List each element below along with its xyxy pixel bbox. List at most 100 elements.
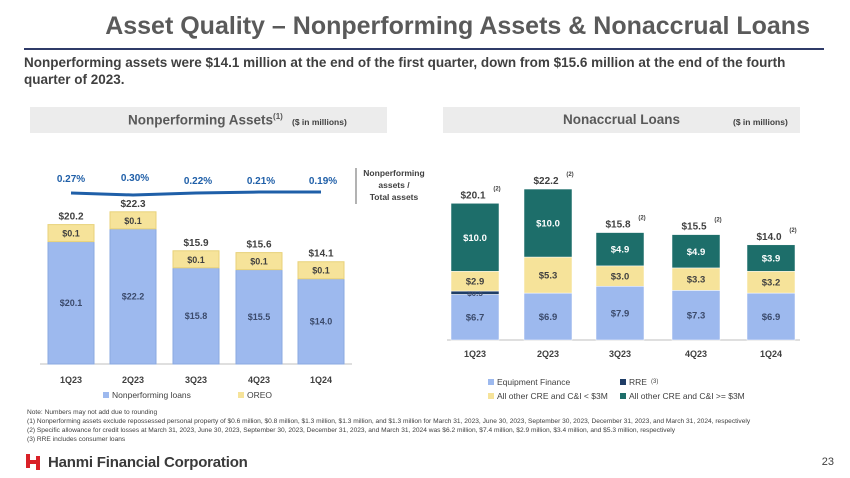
bar-label-nonperforming-loans: $20.1 — [60, 298, 83, 308]
ratio-line — [70, 190, 321, 197]
specific-allowance-footnote-marker: (2) — [638, 216, 645, 222]
bar-equipment-finance — [746, 292, 796, 341]
ratio-label: 0.27% — [57, 174, 85, 185]
x-tick-label: 1Q23 — [60, 375, 82, 385]
bar-label-equipment-finance: $7.3 — [687, 311, 706, 322]
ratio-legend-text: Nonperforming — [363, 168, 424, 178]
legend-swatch-cre-ci-under-3m — [488, 393, 494, 399]
bar-total-label: $20.1 — [460, 190, 485, 201]
bar-label-cre-ci-under-3m: $2.9 — [466, 277, 485, 288]
bar-label-cre-ci-under-3m: $3.3 — [687, 275, 706, 286]
bar-label-nonperforming-loans: $14.0 — [310, 316, 333, 326]
bar-label-oreo: $0.1 — [187, 255, 205, 265]
slide-subtitle: Nonperforming assets were $14.1 million … — [24, 55, 786, 87]
footnote-3: (3) RRE includes consumer loans — [27, 436, 126, 443]
hanmi-logo-icon — [26, 454, 40, 470]
bar-equipment-finance — [450, 294, 500, 341]
bar-nonperforming-loans — [297, 278, 345, 365]
bar-nonperforming-loans — [235, 269, 283, 365]
ratio-label: 0.30% — [121, 173, 149, 184]
bar-label-equipment-finance: $6.9 — [539, 312, 558, 323]
bar-total-label: $15.5 — [681, 222, 706, 233]
x-tick-label: 2Q23 — [122, 375, 144, 385]
bar-label-cre-ci-3m-plus: $10.0 — [463, 233, 487, 244]
footnotes: Note: Numbers may not add due to roundin… — [27, 408, 750, 444]
bar-oreo — [297, 261, 345, 280]
title-divider — [24, 48, 824, 50]
bar-total-label: $15.8 — [605, 220, 630, 231]
page-number: 23 — [821, 456, 834, 468]
bar-cre-ci-under-3m — [523, 256, 573, 294]
specific-allowance-footnote-marker: (2) — [714, 218, 721, 224]
bar-label-cre-ci-3m-plus: $4.9 — [687, 247, 706, 258]
legend-swatch-nonperforming-loans — [103, 392, 109, 398]
slide-title: Asset Quality – Nonperforming Assets & N… — [105, 12, 810, 40]
company-logo: Hanmi Financial Corporation — [24, 452, 248, 472]
specific-allowance-footnote-marker: (2) — [493, 186, 500, 192]
bar-cre-ci-3m-plus — [671, 234, 721, 269]
bar-label-oreo: $0.1 — [62, 229, 80, 239]
bar-total-label: $14.1 — [308, 249, 333, 260]
bar-label-equipment-finance: $6.7 — [466, 313, 485, 324]
bar-equipment-finance — [671, 290, 721, 341]
x-tick-label: 1Q24 — [760, 349, 782, 359]
ratio-label: 0.19% — [309, 176, 337, 187]
bar-label-oreo: $0.1 — [124, 216, 142, 226]
bar-total-label: $22.2 — [533, 176, 558, 187]
bar-label-equipment-finance: $7.9 — [611, 309, 630, 320]
legend-swatch-rre — [620, 379, 626, 385]
bar-total-label: $14.0 — [756, 232, 781, 243]
bar-total-label: $22.3 — [120, 199, 145, 210]
bar-oreo — [235, 252, 283, 271]
footnote-2: (2) Specific allowance for credit losses… — [27, 427, 676, 434]
legend-label-nonperforming-loans: Nonperforming loans — [112, 390, 191, 400]
bar-total-label: $15.6 — [246, 240, 271, 251]
specific-allowance-footnote-marker: (2) — [566, 172, 573, 178]
left-panel-header: Nonperforming Assets(1) ($ in millions) — [30, 107, 387, 133]
ratio-legend-text: assets / — [378, 180, 410, 190]
bar-equipment-finance — [595, 286, 645, 341]
bar-label-cre-ci-3m-plus: $10.0 — [536, 219, 560, 230]
right-panel-units: ($ in millions) — [733, 117, 788, 127]
bar-oreo — [172, 250, 220, 269]
ratio-legend-text: Total assets — [370, 192, 419, 202]
legend-label-equipment-finance: Equipment Finance — [497, 377, 571, 387]
x-tick-label: 4Q23 — [685, 349, 707, 359]
specific-allowance-footnote-marker: (2) — [789, 228, 796, 234]
legend-label-oreo: OREO — [247, 390, 272, 400]
left-panel-units: ($ in millions) — [292, 117, 347, 127]
bar-label-nonperforming-loans: $22.2 — [122, 291, 145, 301]
ratio-label: 0.22% — [184, 176, 212, 187]
bar-nonperforming-loans — [109, 228, 157, 365]
left-panel-title-text: Nonperforming Assets — [128, 112, 274, 128]
bar-label-cre-ci-under-3m: $3.0 — [611, 272, 630, 283]
footnote-1: (1) Nonperforming assets exclude reposse… — [27, 418, 751, 425]
legend-swatch-cre-ci-3m-plus — [620, 393, 626, 399]
bar-cre-ci-3m-plus — [595, 232, 645, 267]
bar-oreo — [109, 211, 157, 230]
x-tick-label: 2Q23 — [537, 349, 559, 359]
legend-label-cre-ci-3m-plus: All other CRE and C&I >= $3M — [629, 391, 745, 401]
right-panel-header: Nonaccrual Loans ($ in millions) — [443, 107, 800, 133]
company-name: Hanmi Financial Corporation — [48, 453, 248, 471]
right-panel-title: Nonaccrual Loans — [563, 112, 681, 127]
bar-label-cre-ci-under-3m: $3.2 — [762, 278, 781, 289]
legend-label-rre: RRE — [629, 377, 647, 387]
x-tick-label: 3Q23 — [185, 375, 207, 385]
bar-total-label: $15.9 — [183, 238, 208, 249]
left-panel-title: Nonperforming Assets(1) — [128, 112, 283, 128]
left-panel-title-sup: (1) — [273, 112, 283, 121]
bar-total-label: $20.2 — [58, 212, 83, 223]
bar-label-cre-ci-3m-plus: $3.9 — [762, 254, 781, 265]
x-tick-label: 1Q24 — [310, 375, 332, 385]
bar-label-oreo: $0.1 — [312, 266, 330, 276]
ratio-label: 0.21% — [247, 176, 275, 187]
bar-label-equipment-finance: $6.9 — [762, 312, 781, 323]
bar-equipment-finance — [523, 292, 573, 341]
bar-cre-ci-3m-plus — [523, 188, 573, 258]
legend-swatch-equipment-finance — [488, 379, 494, 385]
bar-label-cre-ci-3m-plus: $4.9 — [611, 245, 630, 256]
bar-label-cre-ci-under-3m: $5.3 — [539, 271, 558, 282]
x-tick-label: 1Q23 — [464, 349, 486, 359]
